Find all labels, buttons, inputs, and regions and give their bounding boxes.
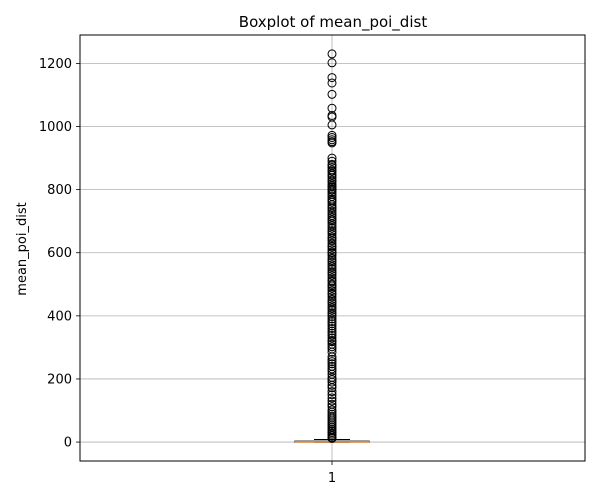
outlier-point — [327, 156, 337, 166]
outlier-point — [327, 49, 337, 59]
outlier-point — [327, 333, 337, 343]
outlier-point — [327, 133, 337, 143]
outlier-point — [327, 260, 337, 270]
outlier-point — [327, 177, 337, 187]
outlier-point — [327, 268, 337, 278]
outlier-point — [327, 251, 337, 261]
outlier-point — [327, 366, 337, 376]
y-tick-label: 0 — [64, 436, 72, 451]
outlier-point — [327, 257, 337, 267]
y-tick-label: 400 — [47, 309, 72, 324]
outlier-point — [327, 204, 337, 214]
outlier-point — [327, 216, 337, 226]
outlier-point — [327, 433, 337, 443]
outlier-point — [327, 219, 337, 229]
outlier-point — [327, 138, 337, 148]
outlier-point — [327, 347, 337, 357]
outlier-point — [327, 352, 337, 362]
outlier-point — [327, 357, 337, 367]
outlier-point — [327, 387, 337, 397]
outlier-point — [327, 223, 337, 233]
outlier-point — [327, 264, 337, 274]
outlier-point — [327, 58, 337, 68]
outlier-point — [327, 262, 337, 272]
outlier-point — [327, 229, 337, 239]
x-tick-label: 1 — [328, 471, 336, 486]
outlier-point — [327, 292, 337, 302]
y-tick-label: 1000 — [39, 120, 72, 135]
outlier-point — [327, 170, 337, 180]
outlier-point — [327, 309, 337, 319]
outlier-point — [327, 242, 337, 252]
outlier-points — [327, 49, 337, 443]
outlier-point — [327, 364, 337, 374]
chart-title: Boxplot of mean_poi_dist — [239, 13, 428, 32]
outlier-point — [327, 283, 337, 293]
y-tick-label: 800 — [47, 183, 72, 198]
y-tick-label: 200 — [47, 372, 72, 387]
outlier-point — [327, 221, 337, 231]
outlier-point — [327, 294, 337, 304]
outlier-point — [327, 234, 337, 244]
y-tick-label: 600 — [47, 246, 72, 261]
outlier-point — [327, 253, 337, 263]
outlier-point — [327, 227, 337, 237]
outlier-point — [327, 245, 337, 255]
outlier-point — [327, 248, 337, 258]
outlier-point — [327, 301, 337, 311]
outlier-point — [327, 317, 337, 327]
outlier-point — [327, 103, 337, 113]
outlier-point — [327, 303, 337, 313]
outlier-point — [327, 359, 337, 369]
outlier-point — [327, 78, 337, 88]
outlier-point — [327, 236, 337, 246]
outlier-point — [327, 323, 337, 333]
outlier-point — [327, 383, 337, 393]
outlier-point — [327, 286, 337, 296]
outlier-point — [327, 298, 337, 308]
outlier-point — [327, 305, 337, 315]
outlier-point — [327, 342, 337, 352]
outlier-point — [327, 187, 337, 197]
outlier-point — [327, 321, 337, 331]
outlier-point — [327, 197, 337, 207]
y-tick-label: 1200 — [39, 57, 72, 72]
outlier-point — [327, 206, 337, 216]
outlier-point — [327, 396, 337, 406]
outlier-point — [327, 200, 337, 210]
outlier-point — [327, 314, 337, 324]
outlier-point — [327, 277, 337, 287]
outlier-point — [327, 390, 337, 400]
outlier-point — [327, 319, 337, 329]
outlier-point — [327, 270, 337, 280]
outlier-point — [327, 212, 337, 222]
plot-frame — [79, 34, 586, 462]
outlier-point — [327, 393, 337, 403]
outlier-point — [327, 281, 337, 291]
outlier-point — [327, 166, 337, 176]
outlier-point — [327, 238, 337, 248]
outlier-point — [327, 354, 337, 364]
outlier-point — [327, 289, 337, 299]
outlier-point — [327, 73, 337, 83]
outlier-point — [327, 89, 337, 99]
axes: 0 200 400 600 800 1000 1200 1 — [39, 34, 586, 486]
outlier-point — [327, 311, 337, 321]
outlier-point — [327, 328, 337, 338]
outlier-point — [327, 326, 337, 336]
outlier-point — [327, 120, 337, 130]
outlier-point — [327, 337, 337, 347]
outlier-point — [327, 330, 337, 340]
y-axis-label: mean_poi_dist — [15, 202, 30, 295]
outlier-point — [327, 380, 337, 390]
outlier-point — [327, 377, 337, 387]
